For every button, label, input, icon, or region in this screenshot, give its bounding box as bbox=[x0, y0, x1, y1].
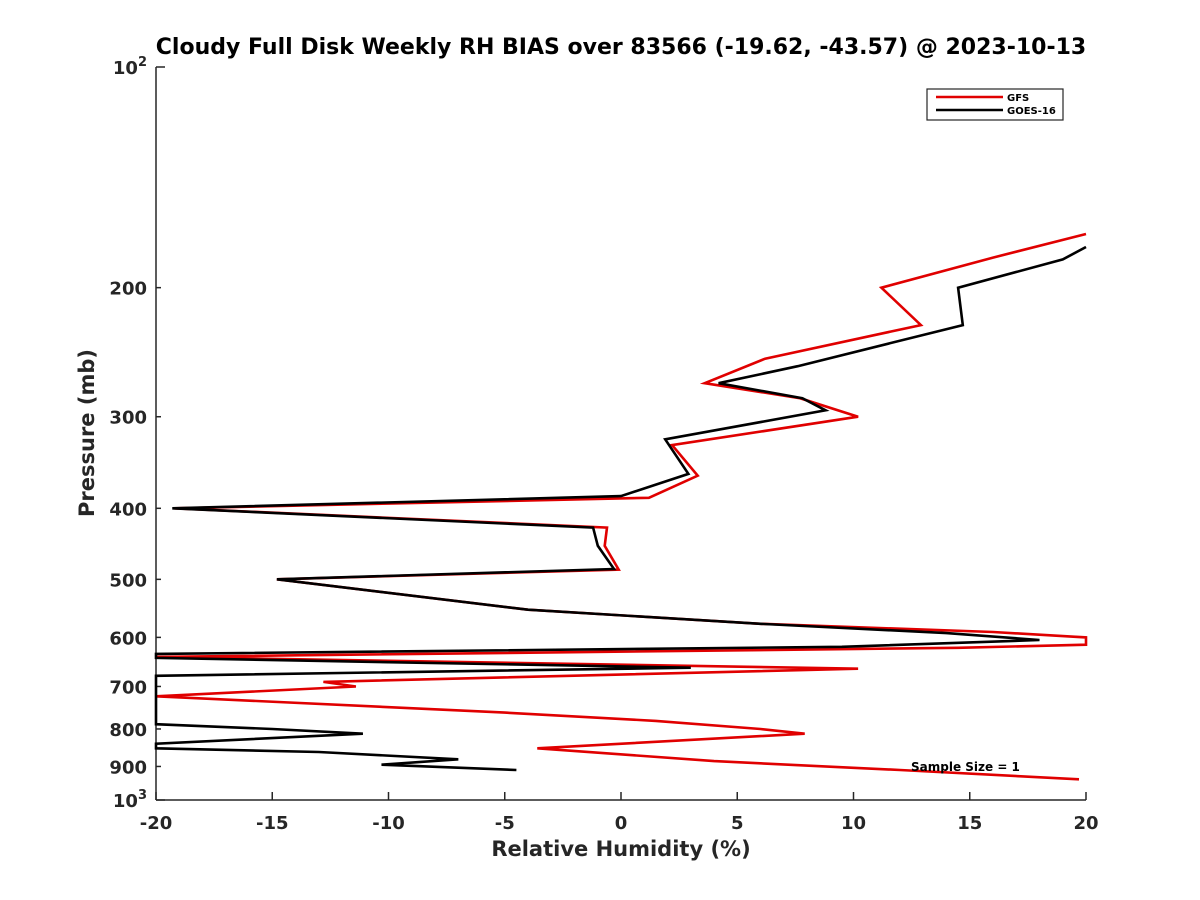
legend-label-gfs: GFS bbox=[1007, 93, 1029, 104]
series-line-goes-16 bbox=[154, 245, 1087, 772]
y-tick-labels: 200 300 400 500 600 700 800 900 102 103 bbox=[109, 55, 147, 812]
y-limit-label: 103 bbox=[113, 788, 147, 812]
plot-area: -20 -15 -10 -5 0 5 10 15 20 200 300 400 500 600 700 80… bbox=[109, 55, 1098, 834]
x-tick-label: -20 bbox=[140, 813, 173, 834]
chart-title: Cloudy Full Disk Weekly RH BIAS over 835… bbox=[156, 35, 1086, 60]
legend-box bbox=[926, 88, 1064, 121]
x-tick-label: 20 bbox=[1073, 813, 1098, 834]
y-tick-label: 400 bbox=[109, 499, 147, 520]
x-tick-label: 5 bbox=[731, 813, 744, 834]
x-tick-label: 0 bbox=[615, 813, 628, 834]
y-limit-exponent: 2 bbox=[138, 55, 147, 70]
legend: GFS GOES-16 bbox=[926, 88, 1064, 121]
y-axis-label: Pressure (mb) bbox=[75, 349, 99, 517]
x-tick-label: 15 bbox=[957, 813, 982, 834]
y-tick-label: 300 bbox=[109, 408, 147, 429]
series-line-gfs bbox=[155, 232, 1088, 781]
x-tick-label: -15 bbox=[256, 813, 289, 834]
y-limit-exponent: 3 bbox=[138, 788, 147, 803]
x-tick-label: -10 bbox=[372, 813, 405, 834]
y-tick-label: 800 bbox=[109, 720, 147, 741]
x-axis-label: Relative Humidity (%) bbox=[491, 837, 750, 861]
x-tick-labels: -20 -15 -10 -5 0 5 10 15 20 bbox=[140, 813, 1099, 834]
y-tick-label: 200 bbox=[109, 279, 147, 300]
axis-ticks bbox=[155, 66, 1087, 801]
data-series bbox=[154, 232, 1088, 781]
x-tick-label: 10 bbox=[841, 813, 866, 834]
y-tick-label: 600 bbox=[109, 628, 147, 649]
y-tick-label: 700 bbox=[109, 677, 147, 698]
y-tick-label: 500 bbox=[109, 570, 147, 591]
y-limit-label: 102 bbox=[113, 55, 147, 79]
y-tick-label: 900 bbox=[109, 757, 147, 778]
legend-label-goes-16: GOES-16 bbox=[1007, 106, 1056, 117]
sample-size-annotation: Sample Size = 1 bbox=[911, 760, 1020, 774]
x-tick-label: -5 bbox=[495, 813, 515, 834]
